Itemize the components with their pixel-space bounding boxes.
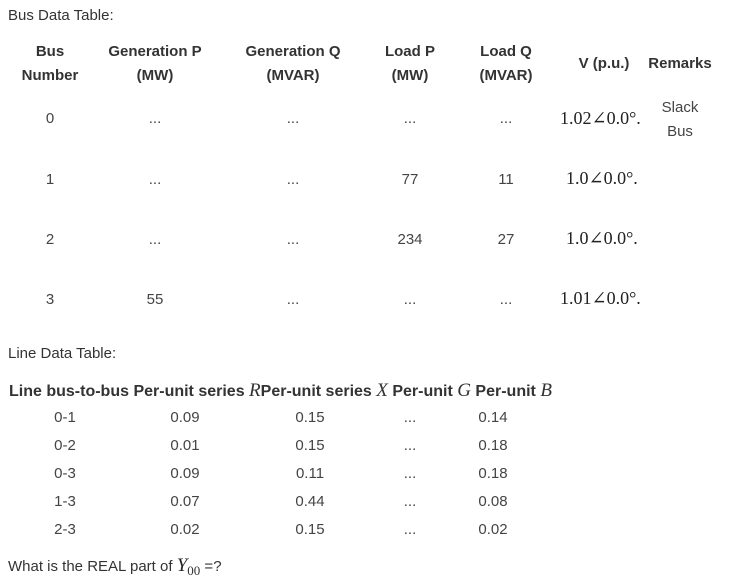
r-cell: 0.09 [170,465,200,482]
gen-q-header-line1: Generation Q [245,43,341,60]
b-cell: 0.02 [478,521,508,538]
line-cell: 1-3 [54,493,76,510]
load-p-cell: 77 [401,171,419,188]
question-suffix: =? [200,558,222,575]
load-q-cell: ... [499,291,513,308]
b-cell: 0.18 [478,465,508,482]
x-cell: 0.44 [295,493,325,510]
load-p-cell: ... [403,110,417,127]
remarks-header: Remarks [648,55,712,72]
gen-p-cell: 55 [146,291,164,308]
voltage-cell: 1.02∠0.0°. [560,108,641,128]
gen-p-header-line2: (MW) [136,67,174,84]
line-header: Line bus-to-bus [9,383,129,400]
gen-p-cell: ... [148,231,162,248]
b-cell: 0.14 [478,409,508,426]
g-cell: ... [403,465,417,482]
b-cell: 0.08 [478,493,508,510]
line-cell: 0-2 [54,437,76,454]
load-q-cell: 11 [498,171,514,188]
b-header: Per-unit B [475,380,552,401]
bus-number-cell: 0 [45,110,55,127]
remark-cell-line1: Slack [661,99,699,116]
g-cell: ... [403,521,417,538]
x-cell: 0.15 [295,521,325,538]
b-cell: 0.18 [478,437,508,454]
line-cell: 0-1 [54,409,76,426]
x-cell: 0.11 [295,465,325,482]
bus-number-header-line1: Bus [35,43,65,60]
r-cell: 0.07 [170,493,200,510]
g-header: Per-unit G [392,380,471,401]
gen-p-cell: ... [148,171,162,188]
bus-number-header-line2: Number [21,67,79,84]
g-cell: ... [403,493,417,510]
voltage-cell: 1.0∠0.0°. [566,228,638,248]
line-table-title: Line Data Table: [8,345,117,362]
question-symbol: Y [176,555,188,576]
line-table-header: Line bus-to-bus Per-unit series RPer-uni… [9,380,552,402]
x-header: Per-unit series X [260,380,388,401]
voltage-cell: 1.0∠0.0°. [566,168,638,188]
gen-q-cell: ... [286,171,300,188]
load-q-header-line1: Load Q [480,43,532,60]
load-q-cell: ... [499,110,513,127]
load-p-cell: ... [403,291,417,308]
r-cell: 0.02 [170,521,200,538]
g-cell: ... [403,437,417,454]
line-cell: 0-3 [54,465,76,482]
line-cell: 2-3 [54,521,76,538]
gen-p-cell: ... [148,110,162,127]
remark-cell-line2: Bus [667,123,693,140]
r-cell: 0.01 [170,437,200,454]
bus-number-cell: 3 [45,291,55,308]
load-q-header-line2: (MVAR) [479,67,533,84]
gen-q-cell: ... [286,231,300,248]
load-p-header-line2: (MW) [391,67,429,84]
r-header: Per-unit series R [133,380,261,401]
voltage-cell: 1.01∠0.0°. [560,288,641,308]
question-text: What is the REAL part of Y00 =? [8,555,222,579]
bus-number-cell: 2 [45,231,55,248]
question-prefix: What is the REAL part of [8,558,177,575]
g-cell: ... [403,409,417,426]
x-cell: 0.15 [295,437,325,454]
gen-q-header-line2: (MVAR) [266,67,320,84]
gen-p-header-line1: Generation P [108,43,202,60]
r-cell: 0.09 [170,409,200,426]
bus-number-cell: 1 [45,171,55,188]
load-p-header-line1: Load P [384,43,435,60]
load-q-cell: 27 [497,231,515,248]
gen-q-cell: ... [286,110,300,127]
question-subscript: 00 [187,563,201,578]
load-p-cell: 234 [397,231,423,248]
bus-table-title: Bus Data Table: [8,7,114,24]
gen-q-cell: ... [286,291,300,308]
voltage-header: V (p.u.) [578,55,630,72]
x-cell: 0.15 [295,409,325,426]
